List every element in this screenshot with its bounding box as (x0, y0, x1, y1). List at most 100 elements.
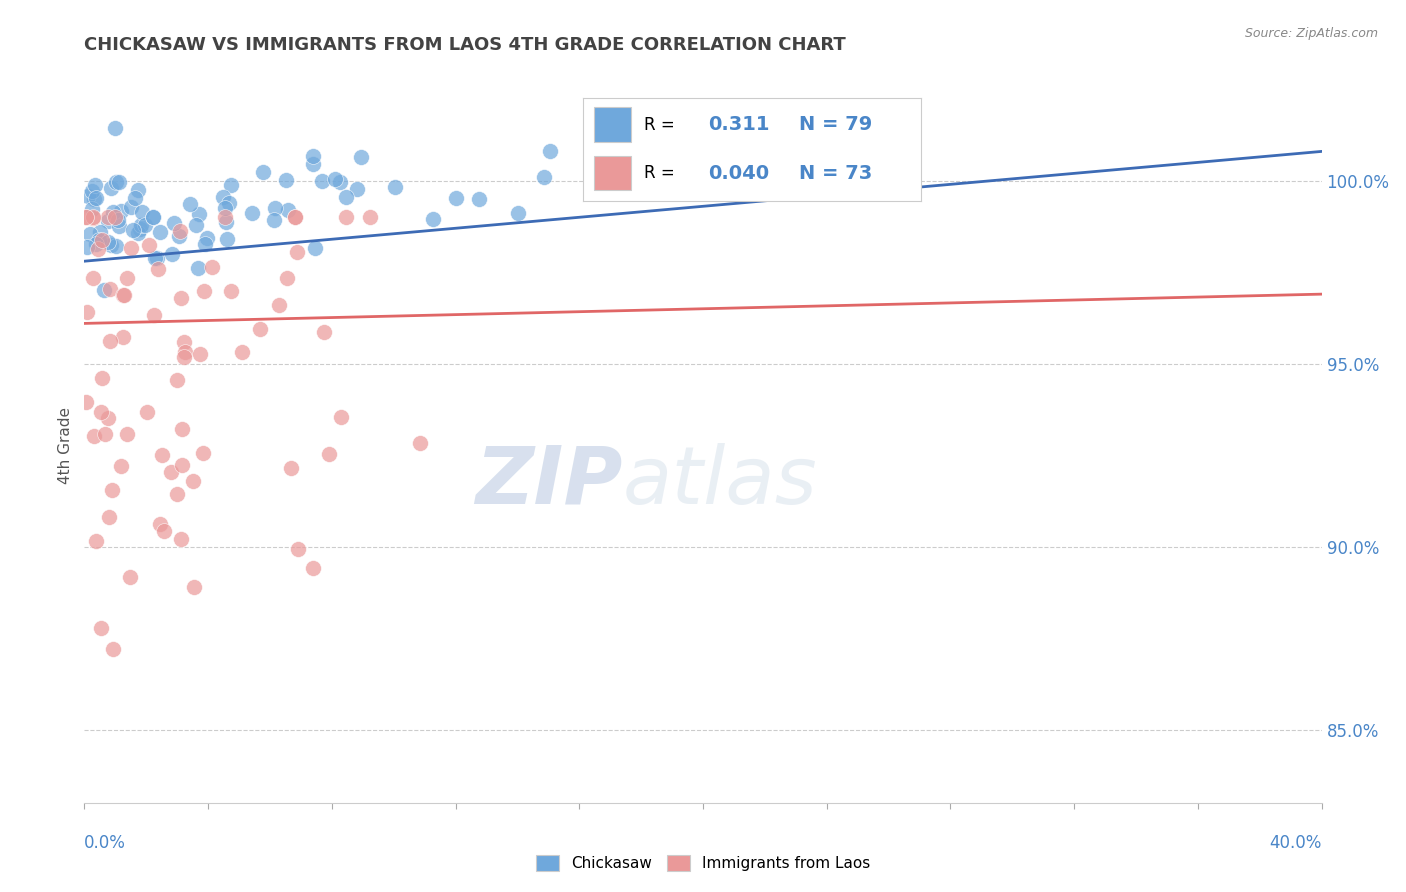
Point (97, 411, 120, 425)
Point (98, 334, 121, 349)
Point (214, 215, 236, 229)
Point (302, 560, 325, 574)
Text: R =: R = (644, 116, 675, 134)
Point (276, 172, 298, 186)
Point (143, 308, 166, 322)
Point (129, 218, 152, 232)
Point (146, 251, 169, 265)
Point (329, 175, 352, 189)
Point (90, 405, 112, 419)
FancyBboxPatch shape (593, 155, 631, 190)
Point (89, 225, 111, 239)
Point (284, 211, 307, 225)
Point (101, 483, 124, 497)
Point (193, 446, 215, 460)
Point (112, 288, 135, 302)
Text: R =: R = (644, 164, 675, 182)
Point (148, 516, 170, 531)
Point (508, 206, 530, 220)
Point (112, 330, 135, 344)
Point (350, 150, 373, 164)
Legend: Chickasaw, Immigrants from Laos: Chickasaw, Immigrants from Laos (530, 849, 876, 877)
Point (75, 211, 97, 225)
Point (83, 428, 105, 442)
Point (82, 270, 104, 285)
Point (87, 242, 110, 256)
Point (323, 172, 346, 186)
Point (169, 291, 191, 305)
Point (169, 224, 191, 238)
Point (118, 570, 141, 584)
Point (100, 181, 122, 195)
Point (80, 184, 103, 198)
Point (120, 241, 142, 255)
Point (83, 193, 105, 207)
Point (104, 238, 127, 252)
Point (173, 334, 195, 349)
Point (120, 200, 142, 214)
Point (103, 205, 125, 219)
Point (287, 541, 309, 556)
Point (84, 191, 107, 205)
Point (117, 426, 139, 441)
Point (86, 237, 108, 252)
Point (193, 284, 215, 298)
Point (136, 405, 159, 419)
Point (201, 260, 224, 275)
Point (100, 238, 122, 252)
Point (115, 271, 138, 285)
Text: 40.0%: 40.0% (1270, 834, 1322, 852)
Point (214, 201, 236, 215)
Point (174, 345, 197, 359)
Point (744, 119, 766, 133)
Point (163, 216, 186, 230)
Point (231, 345, 253, 359)
Point (212, 190, 235, 204)
Point (183, 580, 205, 594)
Point (311, 174, 333, 188)
Text: N = 79: N = 79 (800, 115, 873, 135)
Point (166, 373, 188, 387)
Point (219, 178, 242, 193)
Point (129, 222, 152, 236)
Text: 0.0%: 0.0% (84, 834, 127, 852)
Point (124, 190, 146, 204)
Point (91, 371, 114, 385)
Point (329, 410, 352, 425)
Point (107, 175, 129, 189)
Point (97, 213, 120, 227)
Point (82, 211, 104, 225)
Point (284, 211, 307, 225)
Point (218, 196, 240, 211)
Point (302, 157, 325, 171)
Point (142, 211, 165, 225)
Point (150, 448, 173, 462)
Text: CHICKASAW VS IMMIGRANTS FROM LAOS 4TH GRADE CORRELATION CHART: CHICKASAW VS IMMIGRANTS FROM LAOS 4TH GR… (84, 36, 846, 54)
Y-axis label: 4th Grade: 4th Grade (58, 408, 73, 484)
Point (304, 241, 326, 255)
Point (138, 237, 160, 252)
Point (110, 459, 132, 474)
Point (188, 346, 211, 360)
Point (101, 641, 124, 656)
Point (160, 465, 183, 479)
Point (614, 145, 637, 160)
Point (221, 284, 243, 298)
Text: Source: ZipAtlas.com: Source: ZipAtlas.com (1244, 27, 1378, 40)
Point (467, 193, 489, 207)
Point (98, 282, 121, 296)
Point (195, 231, 218, 245)
Point (172, 422, 194, 436)
Point (83, 178, 105, 192)
Point (169, 532, 191, 546)
Point (408, 435, 430, 450)
Point (110, 203, 132, 218)
Point (76, 189, 98, 203)
Point (75, 394, 97, 409)
Point (111, 288, 134, 302)
Point (97, 211, 120, 225)
Point (179, 197, 201, 211)
Point (533, 169, 555, 184)
Point (335, 190, 357, 204)
Text: atlas: atlas (623, 442, 817, 521)
